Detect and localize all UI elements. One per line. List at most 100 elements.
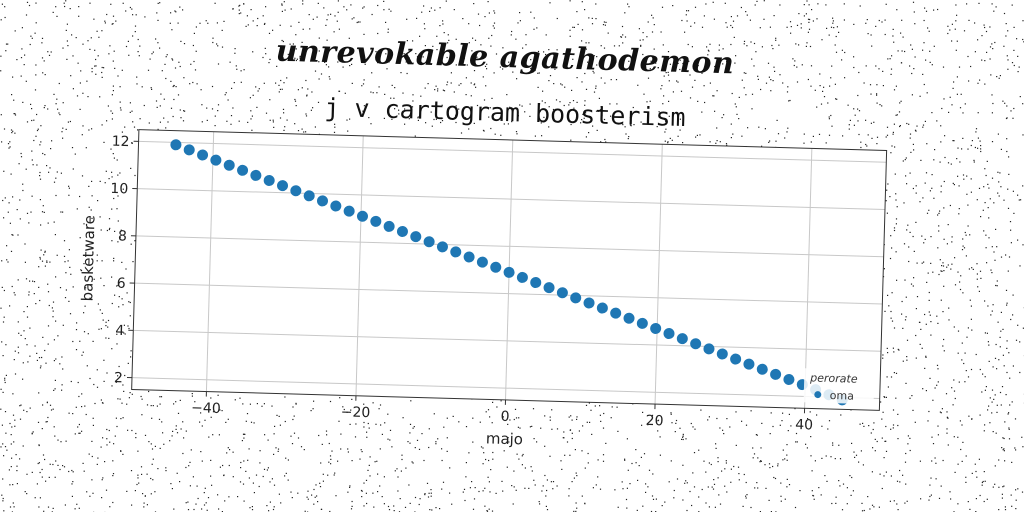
noise-speck xyxy=(765,82,768,84)
noise-speck xyxy=(371,13,373,16)
noise-speck xyxy=(65,0,67,2)
noise-speck xyxy=(738,479,740,481)
noise-speck xyxy=(528,487,530,489)
noise-speck xyxy=(430,489,432,491)
noise-speck xyxy=(827,102,829,104)
noise-speck xyxy=(170,107,173,109)
noise-speck xyxy=(78,432,80,434)
noise-speck xyxy=(806,42,808,44)
noise-speck xyxy=(384,422,386,424)
noise-speck xyxy=(72,413,74,415)
noise-speck xyxy=(773,15,775,17)
noise-speck xyxy=(75,406,77,408)
noise-speck xyxy=(716,417,718,420)
noise-speck xyxy=(726,418,728,420)
noise-speck xyxy=(284,420,286,423)
noise-speck xyxy=(992,366,994,368)
noise-speck xyxy=(929,61,931,63)
noise-speck xyxy=(870,122,872,124)
noise-speck xyxy=(556,428,559,430)
noise-speck xyxy=(890,428,892,430)
noise-speck xyxy=(534,484,536,486)
noise-speck xyxy=(906,356,908,358)
noise-speck xyxy=(325,64,327,66)
noise-speck xyxy=(144,434,147,436)
noise-speck xyxy=(1017,194,1019,196)
noise-speck xyxy=(953,379,955,381)
noise-speck xyxy=(909,65,911,67)
noise-speck xyxy=(371,72,373,74)
noise-speck xyxy=(430,495,432,497)
noise-speck xyxy=(722,63,724,65)
noise-speck xyxy=(312,408,314,410)
noise-speck xyxy=(676,478,679,480)
noise-speck xyxy=(72,340,74,343)
noise-speck xyxy=(838,480,840,482)
noise-speck xyxy=(861,502,863,504)
noise-speck xyxy=(281,4,283,6)
noise-speck xyxy=(768,463,771,465)
noise-speck xyxy=(591,23,594,25)
noise-speck xyxy=(206,509,208,511)
noise-speck xyxy=(423,459,425,462)
noise-speck xyxy=(242,483,245,485)
noise-speck xyxy=(131,110,133,112)
noise-speck xyxy=(988,217,990,219)
noise-speck xyxy=(977,39,979,41)
noise-speck xyxy=(406,40,408,42)
noise-speck xyxy=(93,278,95,280)
noise-speck xyxy=(313,488,315,491)
noise-speck xyxy=(150,477,152,480)
noise-speck xyxy=(951,241,953,243)
noise-speck xyxy=(437,90,439,92)
noise-speck xyxy=(329,455,332,457)
noise-speck xyxy=(981,59,983,61)
noise-speck xyxy=(34,32,36,34)
noise-speck xyxy=(552,108,555,111)
noise-speck xyxy=(519,20,521,22)
noise-speck xyxy=(411,106,414,108)
noise-speck xyxy=(915,192,917,194)
noise-speck xyxy=(890,152,892,154)
noise-speck xyxy=(496,406,498,408)
noise-speck xyxy=(800,27,802,29)
noise-speck xyxy=(606,54,608,56)
noise-speck xyxy=(560,460,562,462)
noise-speck xyxy=(902,360,904,362)
noise-speck xyxy=(101,260,103,262)
noise-speck xyxy=(708,50,710,52)
noise-speck xyxy=(993,398,995,400)
noise-speck xyxy=(77,426,79,428)
noise-speck xyxy=(266,505,268,507)
noise-speck xyxy=(860,146,862,149)
noise-speck xyxy=(711,486,713,488)
noise-speck xyxy=(866,19,868,21)
noise-speck xyxy=(886,189,888,191)
noise-speck xyxy=(769,433,771,435)
noise-speck xyxy=(987,207,989,209)
noise-speck xyxy=(363,421,365,424)
noise-speck xyxy=(975,128,978,130)
noise-speck xyxy=(343,6,345,8)
noise-speck xyxy=(2,199,4,202)
noise-speck xyxy=(265,6,267,8)
noise-speck xyxy=(147,69,150,71)
noise-speck xyxy=(465,426,468,428)
noise-speck xyxy=(833,27,835,29)
noise-speck xyxy=(919,460,921,462)
noise-speck xyxy=(329,510,331,512)
noise-speck xyxy=(974,22,976,24)
noise-speck xyxy=(216,43,218,45)
noise-speck xyxy=(962,292,964,294)
noise-speck xyxy=(383,0,385,3)
noise-speck xyxy=(904,159,906,161)
noise-speck xyxy=(328,442,330,445)
noise-speck xyxy=(810,141,812,143)
noise-speck xyxy=(106,120,108,122)
noise-speck xyxy=(307,490,309,492)
noise-speck xyxy=(943,338,945,341)
noise-speck xyxy=(93,18,95,20)
noise-speck xyxy=(618,45,620,47)
noise-speck xyxy=(799,490,801,492)
noise-speck xyxy=(895,199,897,201)
